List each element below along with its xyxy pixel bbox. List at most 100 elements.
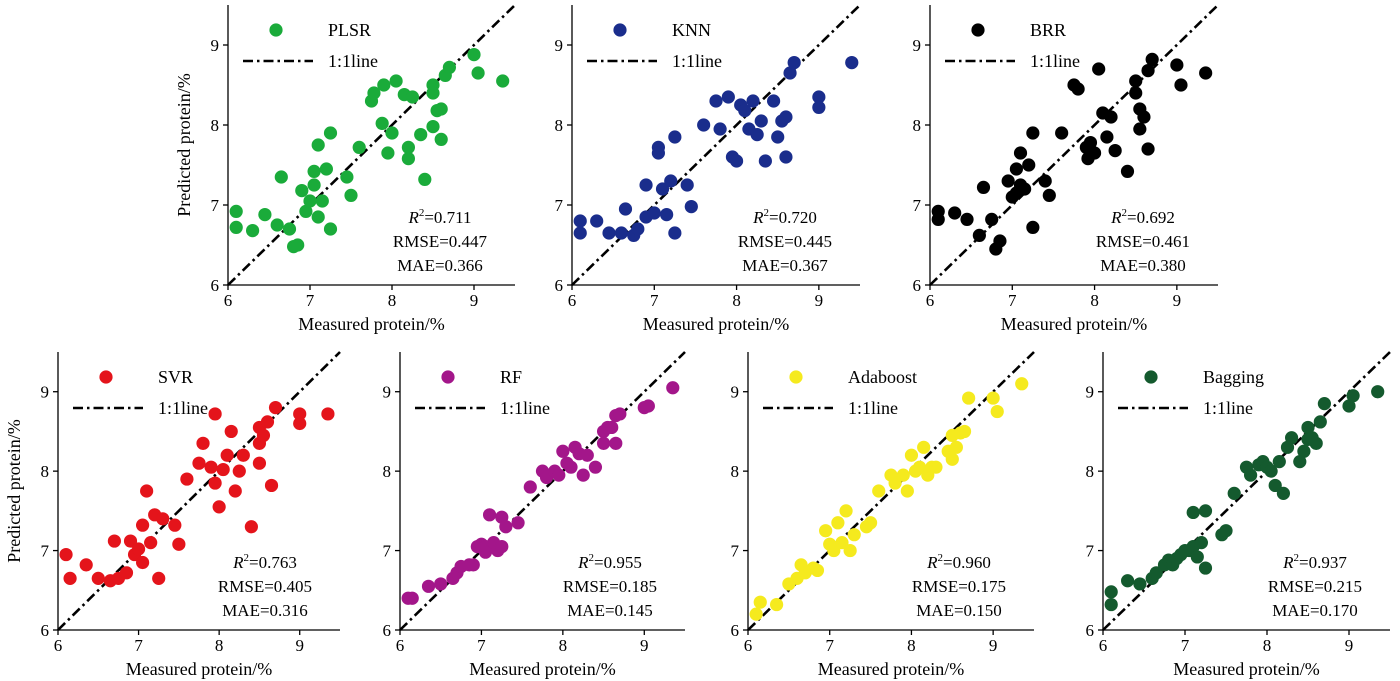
x-axis-label: Measured protein/% — [469, 659, 615, 679]
data-point — [931, 212, 945, 226]
x-tick-label: 7 — [1181, 636, 1190, 655]
data-point — [552, 468, 566, 482]
data-point — [303, 194, 317, 208]
data-point — [1186, 505, 1200, 520]
data-point — [140, 484, 154, 498]
data-point — [136, 518, 150, 532]
rmse-label: RMSE=0.445 — [738, 232, 832, 251]
data-point — [204, 460, 218, 474]
data-point — [295, 184, 309, 198]
data-point — [274, 170, 288, 184]
rmse-label: RMSE=0.447 — [393, 232, 488, 251]
data-point — [467, 48, 481, 62]
data-point — [180, 472, 194, 486]
x-tick-label: 6 — [396, 636, 405, 655]
data-point — [957, 424, 972, 439]
mae-label: MAE=0.380 — [1100, 256, 1186, 275]
data-point — [229, 204, 243, 218]
x-tick-label: 7 — [650, 291, 659, 310]
data-point — [929, 460, 943, 474]
data-point — [212, 500, 226, 514]
data-point — [985, 212, 999, 226]
data-point — [152, 571, 166, 585]
data-point — [960, 212, 974, 226]
data-point — [976, 180, 991, 194]
data-point — [590, 214, 604, 228]
legend-marker — [613, 23, 627, 37]
r2-exponent: 2 — [764, 207, 770, 219]
legend-label-model: Bagging — [1203, 367, 1264, 387]
x-tick-label: 6 — [1099, 636, 1108, 655]
data-point — [564, 460, 578, 474]
panel-bagging: 6 7 8 9 6 7 8 9 Measured protein/% Bagging 1:1line… — [1086, 351, 1391, 679]
data-point — [1133, 577, 1147, 591]
data-point — [1055, 126, 1069, 140]
data-point — [721, 90, 735, 104]
mae-label: MAE=0.367 — [742, 256, 828, 275]
y-axis-label: Predicted protein/% — [4, 419, 24, 562]
data-point — [307, 178, 321, 192]
data-point — [1313, 415, 1327, 429]
data-point — [758, 154, 772, 168]
r2-exponent: 2 — [938, 552, 944, 564]
y-tick-label: 6 — [555, 276, 564, 295]
r2-exponent: 2 — [1122, 207, 1128, 219]
data-point — [136, 555, 150, 570]
data-point — [268, 401, 283, 415]
data-point — [605, 420, 619, 435]
data-point — [496, 74, 510, 88]
data-point — [252, 456, 267, 470]
data-point — [196, 436, 210, 450]
x-axis-label: Measured protein/% — [126, 659, 272, 679]
data-point — [385, 126, 399, 140]
data-point — [1129, 86, 1143, 100]
data-point — [639, 178, 653, 192]
legend-marker — [99, 370, 113, 384]
legend-marker — [269, 23, 283, 37]
data-point — [614, 226, 628, 240]
one-to-one-line — [227, 4, 516, 286]
panel-knn: 6 7 8 9 6 7 8 9 Measured protein/% KNN 1:1line R2=0… — [555, 4, 861, 334]
r2-label: R2=0.692 — [1110, 207, 1175, 227]
data-point — [749, 607, 763, 621]
y-tick-label: 9 — [731, 383, 740, 402]
x-tick-label: 8 — [732, 291, 741, 310]
legend-label-model: PLSR — [328, 20, 371, 40]
x-tick-label: 7 — [134, 636, 143, 655]
legend-label-line: 1:1line — [328, 51, 378, 71]
data-point — [1346, 389, 1360, 403]
y-tick-label: 6 — [1086, 621, 1095, 640]
r2-symbol: R — [752, 208, 764, 227]
mae-label: MAE=0.366 — [397, 256, 483, 275]
x-tick-label: 9 — [989, 636, 998, 655]
panel-svr: 6 7 8 9 6 7 8 9 Measured protein/% Predicted prot… — [4, 351, 341, 679]
x-axis-label: Measured protein/% — [643, 314, 789, 334]
x-tick-label: 9 — [295, 636, 304, 655]
data-point — [900, 484, 914, 498]
data-point — [260, 415, 275, 429]
y-tick-label: 9 — [555, 36, 564, 55]
x-tick-label: 6 — [54, 636, 63, 655]
rmse-label: RMSE=0.461 — [1096, 232, 1190, 251]
data-point — [144, 536, 158, 550]
data-point — [1121, 574, 1135, 588]
data-point — [666, 381, 680, 395]
data-point — [609, 436, 623, 450]
data-point — [888, 476, 902, 490]
data-point — [1015, 377, 1029, 391]
data-point — [340, 170, 354, 184]
data-point — [375, 116, 389, 130]
data-point — [827, 543, 841, 558]
data-point — [1342, 399, 1356, 413]
legend-label-model: SVR — [158, 367, 193, 387]
data-point — [729, 154, 744, 168]
y-tick-label: 8 — [731, 462, 740, 481]
data-point — [291, 238, 305, 252]
data-point — [381, 146, 395, 160]
data-point — [896, 468, 910, 482]
r2-label: R2=0.955 — [577, 552, 642, 572]
data-point — [156, 512, 170, 526]
panel-rf: 6 7 8 9 6 7 8 9 Measured protein/% RF 1:1line R2=0.… — [383, 351, 686, 679]
y-tick-label: 6 — [41, 621, 50, 640]
